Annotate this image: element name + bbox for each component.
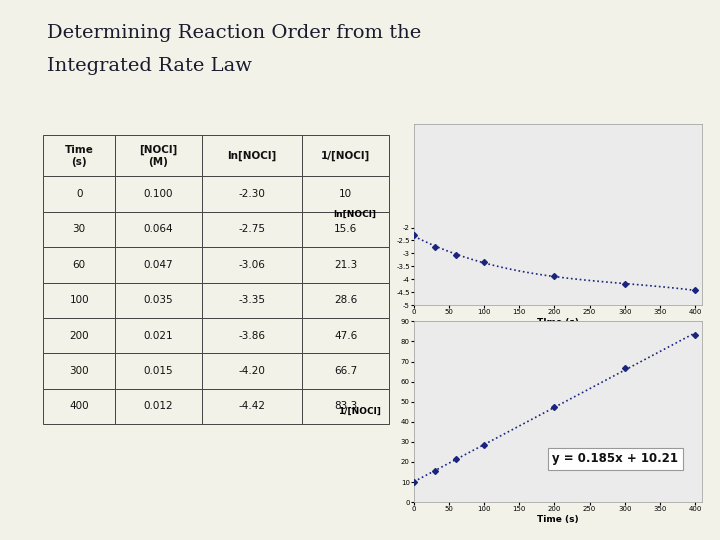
Text: -4.42: -4.42 — [238, 401, 266, 411]
Bar — [302, 136, 389, 177]
Bar — [302, 247, 389, 282]
Text: 0.064: 0.064 — [143, 225, 174, 234]
Bar — [43, 136, 115, 177]
Text: Integrated Rate Law: Integrated Rate Law — [47, 57, 252, 75]
Text: 15.6: 15.6 — [334, 225, 357, 234]
Bar — [202, 389, 302, 424]
Text: -4.20: -4.20 — [238, 366, 266, 376]
X-axis label: Time (s): Time (s) — [537, 515, 579, 524]
Bar — [115, 318, 202, 353]
Text: 83.3: 83.3 — [334, 401, 357, 411]
Bar — [202, 318, 302, 353]
Text: 0.012: 0.012 — [143, 401, 174, 411]
X-axis label: TIme (s): TIme (s) — [537, 318, 579, 327]
Bar — [43, 212, 115, 247]
Text: 1/[NOCl]: 1/[NOCl] — [321, 151, 370, 161]
Text: [NOCl]
(M): [NOCl] (M) — [139, 145, 178, 167]
Text: y = 0.185x + 10.21: y = 0.185x + 10.21 — [552, 453, 678, 465]
Bar — [302, 389, 389, 424]
Text: 66.7: 66.7 — [334, 366, 357, 376]
Bar — [43, 318, 115, 353]
Text: 47.6: 47.6 — [334, 330, 357, 341]
Text: 30: 30 — [73, 225, 86, 234]
Text: 60: 60 — [73, 260, 86, 270]
Bar — [302, 318, 389, 353]
Bar — [43, 247, 115, 282]
Text: 0.047: 0.047 — [143, 260, 174, 270]
Bar — [43, 389, 115, 424]
Text: 10: 10 — [339, 189, 352, 199]
Y-axis label: 1/[NOCl]: 1/[NOCl] — [338, 407, 381, 416]
Y-axis label: ln[NOCl]: ln[NOCl] — [333, 210, 376, 219]
Text: 0.015: 0.015 — [143, 366, 174, 376]
Text: 300: 300 — [69, 366, 89, 376]
Bar — [43, 282, 115, 318]
Bar — [302, 177, 389, 212]
Bar — [115, 247, 202, 282]
Bar — [202, 282, 302, 318]
Text: 100: 100 — [69, 295, 89, 305]
Bar — [202, 136, 302, 177]
Bar — [115, 177, 202, 212]
Text: ln[NOCl]: ln[NOCl] — [228, 151, 276, 161]
Text: 0.035: 0.035 — [143, 295, 174, 305]
Text: 0.021: 0.021 — [143, 330, 174, 341]
Bar — [43, 177, 115, 212]
Bar — [115, 389, 202, 424]
Text: -2.75: -2.75 — [238, 225, 266, 234]
Bar — [115, 353, 202, 389]
Text: 200: 200 — [69, 330, 89, 341]
Bar — [43, 353, 115, 389]
Bar — [115, 212, 202, 247]
Text: 28.6: 28.6 — [334, 295, 357, 305]
Text: Determining Reaction Order from the: Determining Reaction Order from the — [47, 24, 421, 42]
Bar — [115, 282, 202, 318]
Text: 0.100: 0.100 — [144, 189, 173, 199]
Bar — [302, 353, 389, 389]
Text: 400: 400 — [69, 401, 89, 411]
Bar — [302, 212, 389, 247]
Text: 21.3: 21.3 — [334, 260, 357, 270]
Text: -2.30: -2.30 — [238, 189, 266, 199]
Text: 0: 0 — [76, 189, 83, 199]
Text: -3.35: -3.35 — [238, 295, 266, 305]
Bar — [115, 136, 202, 177]
Bar — [302, 282, 389, 318]
Bar — [202, 177, 302, 212]
Text: -3.06: -3.06 — [238, 260, 266, 270]
Text: Time
(s): Time (s) — [65, 145, 94, 167]
Bar — [202, 247, 302, 282]
Text: -3.86: -3.86 — [238, 330, 266, 341]
Bar — [202, 353, 302, 389]
Bar — [202, 212, 302, 247]
